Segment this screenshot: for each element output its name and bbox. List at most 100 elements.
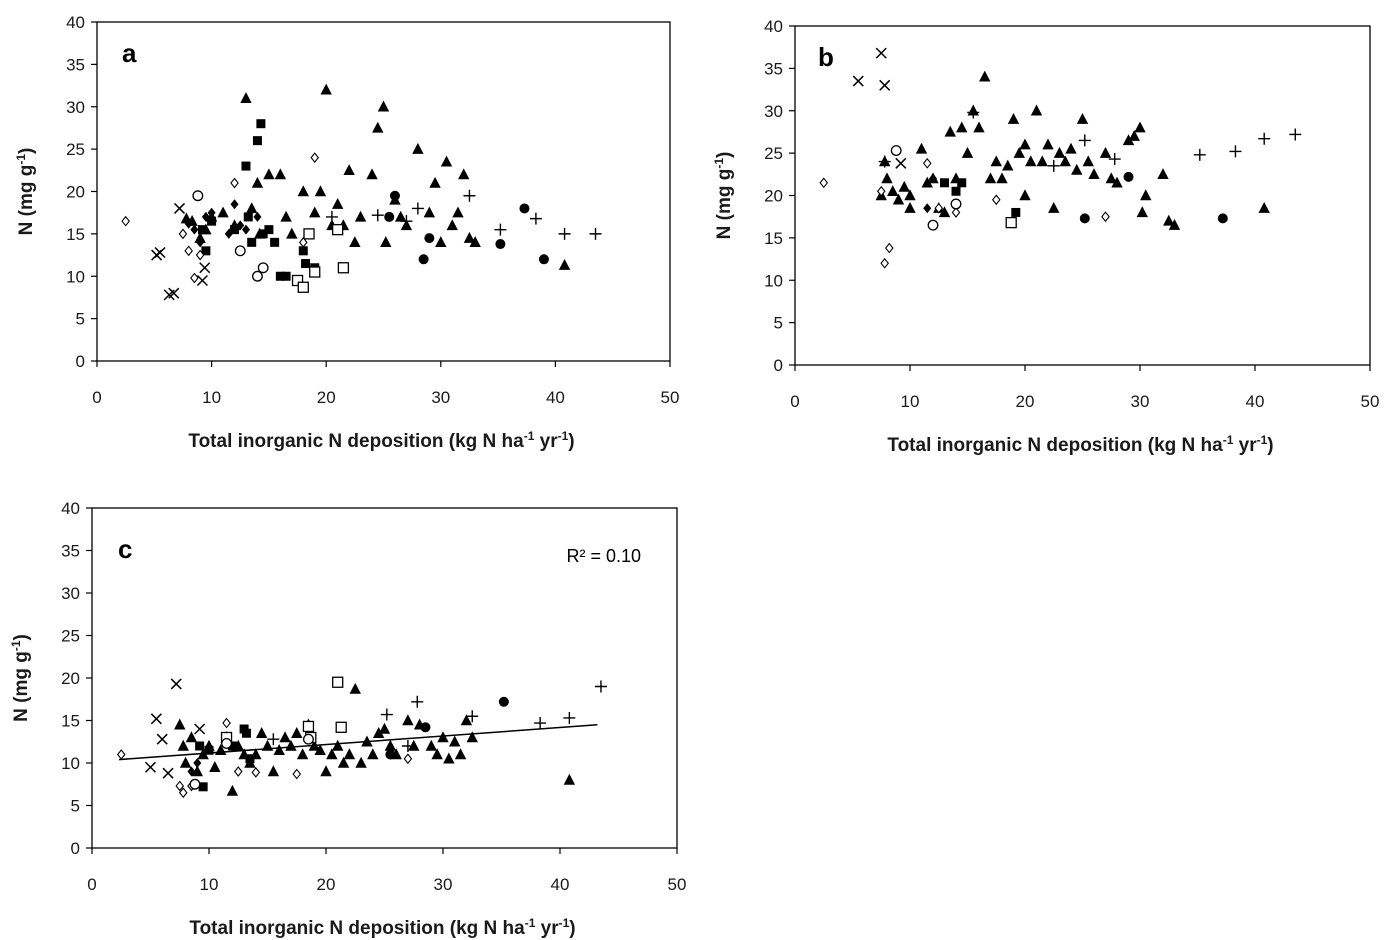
y-tick-label: 40 [61,499,80,518]
x-tick-label: 10 [901,392,920,411]
y-tick-label: 25 [66,140,85,159]
data-point-triangle-filled [431,748,443,760]
data-point-square-filled [275,271,285,281]
data-point-triangle-filled [898,180,910,192]
y-tick-label: 35 [61,542,80,561]
data-point-cross [875,47,887,59]
data-point-triangle-filled [372,121,384,133]
data-point-diamond-open [222,717,231,729]
data-point-triangle-filled [454,748,467,760]
data-point-diamond-open [403,753,413,765]
data-point-triangle-filled [1076,113,1089,124]
data-point-triangle-filled [1168,218,1181,230]
data-point-triangle-filled [892,193,905,205]
data-point-square-open [302,720,315,733]
data-point-square-filled [227,741,237,751]
data-point-plus [411,695,424,708]
data-point-triangle-filled [904,189,916,201]
x-tick-label: 50 [1361,392,1380,411]
x-axis-label: Total inorganic N deposition (kg N ha-1 … [188,429,574,452]
y-axis-label: N (mg g-1) [14,148,37,236]
data-point-diamond-filled [224,228,233,239]
y-axis-label: N (mg g-1) [712,152,735,240]
data-point-cross [156,733,168,745]
data-point-triangle-filled [1048,202,1060,213]
data-point-diamond-filled [184,218,193,229]
data-point-plus [534,717,547,730]
data-point-square-open [309,266,321,278]
data-point-square-filled [245,754,255,764]
data-point-diamond-open [934,202,944,214]
x-tick-label: 0 [87,875,96,894]
data-point-circle-open [189,778,201,790]
x-tick-label: 40 [551,875,570,894]
data-point-triangle-filled [881,172,893,184]
data-point-triangle-filled [296,748,309,760]
data-point-diamond-filled [929,173,937,184]
data-point-plus [967,106,980,119]
data-point-triangle-filled [367,748,379,760]
data-point-square-open [303,228,315,240]
data-point-diamond-filled [193,758,202,768]
data-point-diamond-open [298,236,308,248]
data-point-triangle-filled [314,185,327,197]
data-point-square-filled [195,741,205,751]
data-point-triangle-filled [355,756,367,768]
y-tick-label: 20 [764,187,783,206]
data-point-triangle-filled [1002,159,1014,171]
data-point-diamond-open [1101,211,1110,223]
data-point-triangle-filled [469,236,481,248]
data-point-cross [196,274,208,287]
data-point-triangle-filled [973,121,985,133]
data-point-triangle-filled [429,176,441,188]
data-point-plus [529,212,542,225]
data-point-diamond-filled [236,220,245,231]
data-point-triangle-filled [979,70,991,82]
y-tick-label: 10 [61,754,80,773]
data-point-triangle-filled [320,765,332,777]
data-point-triangle-filled [440,155,453,167]
data-point-triangle-filled [1065,142,1077,154]
panel-b: 0 10 20 30 40 50 0 5 10 15 20 25 30 35 40 Total inorgan… [712,17,1379,456]
y-tick-label: 30 [764,102,783,121]
data-point-circle-filled [538,254,549,265]
data-point-triangle-filled [449,735,461,747]
y-tick-label: 5 [774,314,783,333]
x-tick-label: 10 [200,875,219,894]
data-point-triangle-filled [331,198,344,209]
data-point-diamond-filled [201,211,210,222]
x-tick-label: 30 [1131,392,1150,411]
x-tick-label: 0 [790,392,799,411]
data-point-square-filled [940,178,949,188]
data-point-circle-open [303,733,314,745]
x-tick-label: 30 [431,388,450,407]
data-point-triangle-filled [1128,129,1140,141]
plot-frame [96,21,671,362]
y-tick-label: 40 [66,13,85,32]
y-tick-label: 25 [764,144,783,163]
data-point-plus [1229,145,1242,158]
data-point-triangle-filled [314,744,326,755]
data-point-circle-filled [498,696,509,707]
data-point-triangle-filled [354,210,367,222]
data-point-triangle-filled [412,142,424,154]
data-point-square-filled [252,136,262,146]
data-point-square-filled [243,212,253,222]
data-point-triangle-filled [267,765,280,777]
data-point-triangle-filled [226,784,239,796]
y-tick-label: 20 [66,183,85,202]
data-point-circle-filled [418,254,429,265]
data-point-plus [494,223,507,236]
data-point-circle-filled [519,203,530,214]
data-point-plus [1047,159,1060,172]
data-point-triangle-filled [1099,146,1112,158]
data-point-plus [594,680,607,693]
data-point-cross [852,75,864,87]
data-point-triangle-filled [255,727,268,738]
data-point-triangle-filled [177,739,189,751]
data-point-square-filled [241,728,251,738]
y-tick-label: 15 [764,229,783,248]
data-point-triangle-filled [179,756,192,768]
x-tick-label: 20 [317,875,336,894]
data-point-triangle-filled [380,236,392,248]
